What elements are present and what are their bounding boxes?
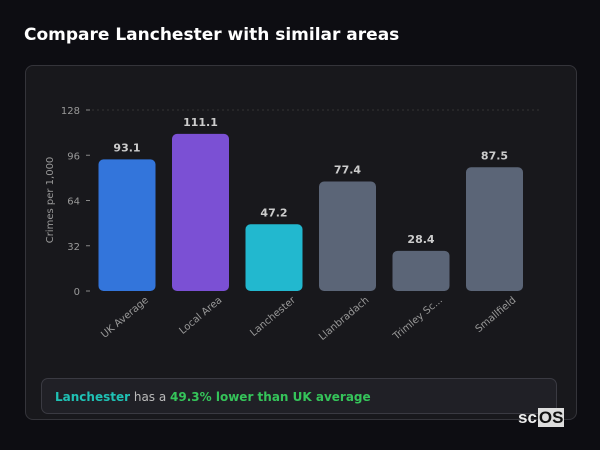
y-tick-label: 96 bbox=[67, 151, 80, 162]
data-label: 111.1 bbox=[183, 116, 218, 129]
x-tick-label: Local Area bbox=[177, 295, 224, 337]
summary-text: has a bbox=[130, 390, 171, 404]
x-tick-label: Llanbradach bbox=[317, 295, 371, 343]
x-tick-label: UK Average bbox=[99, 295, 151, 341]
y-tick-label: 128 bbox=[61, 106, 80, 117]
data-label: 87.5 bbox=[481, 149, 508, 162]
data-label: 93.1 bbox=[113, 141, 140, 154]
bar[interactable] bbox=[466, 167, 523, 291]
page-title: Compare Lanchester with similar areas bbox=[24, 25, 400, 45]
data-label: 28.4 bbox=[407, 233, 434, 246]
y-tick-label: 0 bbox=[74, 287, 80, 298]
y-tick-label: 64 bbox=[67, 197, 80, 208]
bar[interactable] bbox=[319, 181, 376, 291]
bar[interactable] bbox=[245, 224, 303, 291]
y-tick-label: 32 bbox=[67, 242, 80, 253]
comparison-summary: Lanchester has a 49.3% lower than UK ave… bbox=[41, 378, 557, 414]
scos-logo: sc OS bbox=[518, 408, 565, 427]
bar[interactable] bbox=[172, 133, 229, 291]
bar[interactable] bbox=[392, 250, 450, 291]
x-tick-label: Smallfield bbox=[474, 295, 519, 335]
x-tick-label: Trimley Sc... bbox=[391, 295, 445, 343]
summary-highlight: 49.3% lower than UK average bbox=[170, 390, 371, 404]
bar[interactable] bbox=[98, 159, 156, 291]
data-label: 47.2 bbox=[260, 206, 287, 219]
data-label: 77.4 bbox=[334, 164, 361, 177]
y-axis-label: Crimes per 1,000 bbox=[45, 157, 56, 244]
area-name: Lanchester bbox=[55, 390, 131, 404]
x-tick-label: Lanchester bbox=[248, 294, 298, 339]
